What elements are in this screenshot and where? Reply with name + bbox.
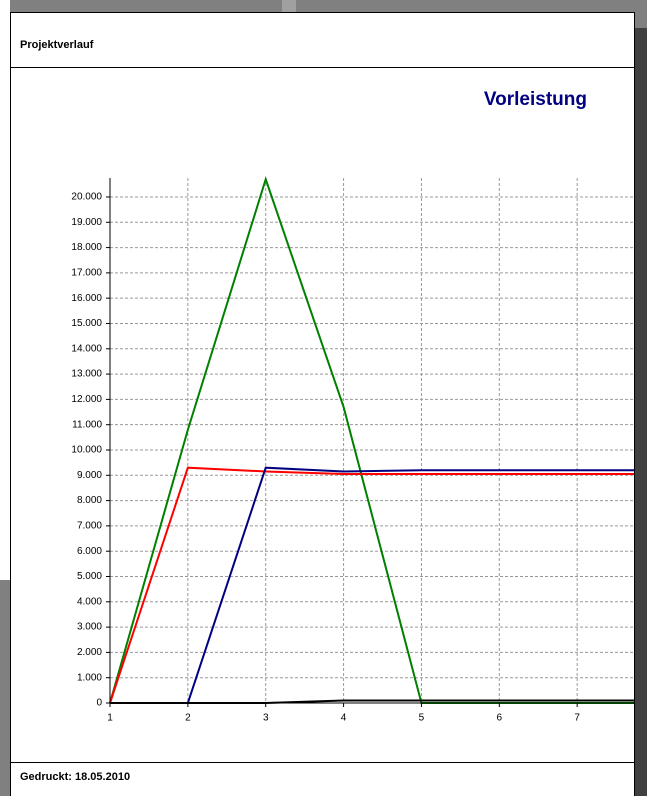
x-tick-label: 6 <box>497 713 503 724</box>
y-tick-label: 0 <box>96 698 102 709</box>
y-tick-label: 7.000 <box>77 521 102 532</box>
background-window <box>0 0 10 580</box>
x-tick-label: 4 <box>341 713 347 724</box>
y-tick-label: 17.000 <box>71 268 102 279</box>
y-tick-label: 12.000 <box>71 394 102 405</box>
y-tick-label: 8.000 <box>77 495 102 506</box>
y-tick-label: 14.000 <box>71 343 102 354</box>
grid <box>110 178 634 703</box>
x-tick-label: 7 <box>574 713 580 724</box>
y-tick-label: 6.000 <box>77 546 102 557</box>
y-tick-label: 19.000 <box>71 217 102 228</box>
x-tick-label: 3 <box>263 713 269 724</box>
y-tick-label: 4.000 <box>77 596 102 607</box>
series-line <box>109 466 634 704</box>
y-tick-label: 20.000 <box>71 192 102 203</box>
y-tick-label: 18.000 <box>71 242 102 253</box>
paper <box>10 12 635 796</box>
y-tick-label: 2.000 <box>77 647 102 658</box>
y-tick-label: 10.000 <box>71 445 102 456</box>
series-line <box>110 466 634 704</box>
scroll-thumb <box>282 0 296 12</box>
x-tick-label: 5 <box>419 713 425 724</box>
y-tick-label: 11.000 <box>72 419 102 430</box>
y-tick-label: 13.000 <box>71 369 102 380</box>
y-tick-label: 1.000 <box>77 672 102 683</box>
x-tick-label: 2 <box>185 713 191 724</box>
header: Projektverlauf <box>20 39 94 51</box>
y-tick-label: 16.000 <box>71 293 102 304</box>
y-tick-label: 3.000 <box>77 622 102 633</box>
y-tick-label: 15.000 <box>71 318 102 329</box>
y-tick-label: 5.000 <box>77 571 102 582</box>
y-tick-label: 9.000 <box>77 470 102 481</box>
axes: 0 1.000 2.000 3.000 4.000 5.000 6.000 7.000 8.00… <box>71 178 634 724</box>
chart-title: Vorleistung <box>484 89 587 110</box>
footer: Gedruckt: 18.05.2010 <box>20 771 130 783</box>
page-shadow <box>634 28 647 796</box>
x-tick-label: 1 <box>107 713 113 724</box>
